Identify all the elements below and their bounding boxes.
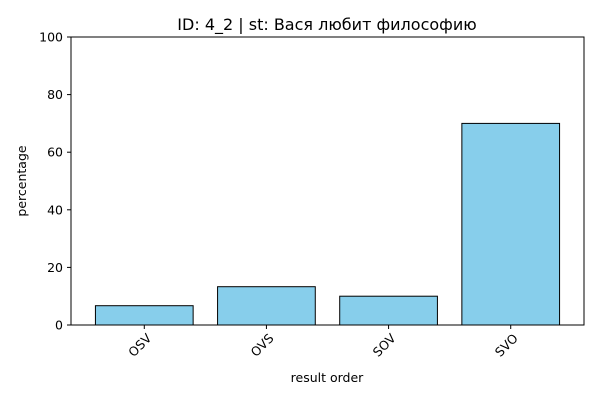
y-tick-label: 100	[39, 30, 63, 45]
x-tick-label-osv: OSV	[125, 330, 155, 360]
bar-ovs	[217, 286, 316, 326]
axes-frame	[70, 36, 585, 326]
x-tick-label-ovs: OVS	[247, 330, 276, 359]
y-tick-label: 60	[47, 145, 63, 160]
chart-title: ID: 4_2 | st: Вася любит философию	[177, 15, 476, 35]
y-tick-label: 40	[47, 202, 63, 217]
y-tick-label: 0	[55, 318, 63, 333]
x-tick-label-sov: SOV	[370, 330, 399, 359]
y-axis-label: percentage	[14, 145, 29, 216]
bar-svo	[461, 122, 561, 326]
bar-osv	[94, 305, 194, 326]
plot-area: 0 20 40 60 80 100 OSV OVS SOV SVO	[39, 30, 585, 360]
y-tick-label: 20	[47, 260, 63, 275]
x-tick-label-svo: SVO	[492, 330, 521, 359]
x-axis-label: result order	[291, 370, 365, 385]
bar-sov	[339, 295, 438, 326]
y-tick-label: 80	[47, 87, 63, 102]
